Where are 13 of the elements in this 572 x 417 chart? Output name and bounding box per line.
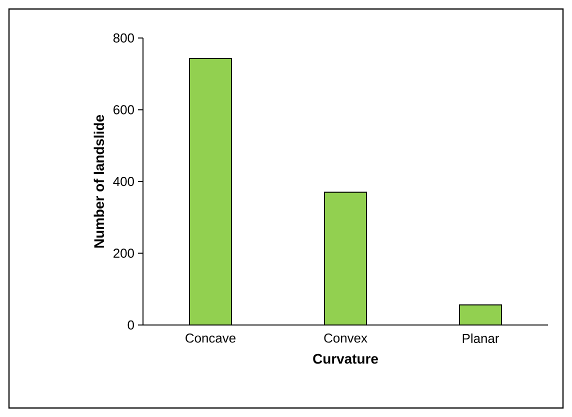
x-tick-label: Convex	[324, 334, 368, 343]
bar	[190, 58, 232, 325]
y-tick-label: 800	[113, 33, 134, 43]
bar	[459, 304, 502, 325]
y-tick-label: 400	[113, 176, 134, 186]
x-tick-label: Planar	[462, 334, 499, 344]
x-tick-label: Concave	[186, 334, 236, 343]
x-axis-title: Curvature	[313, 354, 378, 364]
y-tick-label: 600	[114, 105, 134, 114]
bar	[324, 192, 367, 325]
y-axis-title: Number of landslide	[94, 114, 104, 248]
y-tick-label: 0	[128, 320, 134, 330]
y-tick-label: 200	[114, 248, 134, 258]
